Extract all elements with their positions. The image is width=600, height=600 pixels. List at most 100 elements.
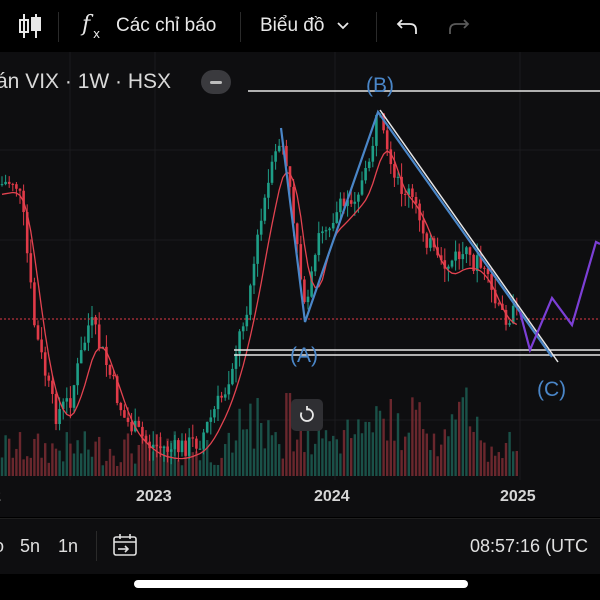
volume-bar: [274, 432, 277, 476]
volume-bar: [249, 403, 252, 476]
candle-body: [371, 145, 375, 162]
projection-path: [518, 240, 600, 354]
volume-bar: [15, 448, 18, 476]
candle-body: [411, 188, 414, 197]
candle-body: [497, 303, 501, 305]
candle-body: [126, 417, 130, 422]
volume-bar: [299, 410, 302, 476]
volume-bar: [497, 452, 500, 476]
volume-bar: [242, 429, 245, 476]
volume-bar: [152, 451, 155, 476]
candle-body: [94, 317, 97, 325]
volume-bar: [26, 456, 29, 476]
chart-area[interactable]: án VIX · 1W · HSX (B) (A) (C): [0, 52, 600, 517]
candle-body: [11, 183, 15, 185]
candle-body: [83, 342, 87, 351]
volume-bar: [94, 441, 97, 476]
bottom-bar: o 5n 1n 08:57:16 (UTC: [0, 518, 600, 574]
candle-body: [339, 198, 342, 213]
volume-bar: [440, 444, 443, 476]
volume-bar: [339, 453, 342, 476]
candle-body: [382, 113, 385, 131]
candle-body: [259, 220, 263, 235]
volume-bar: [494, 455, 497, 476]
wave-label-b: (B): [366, 74, 394, 97]
volume-bar: [404, 436, 407, 476]
volume-bar: [184, 452, 187, 476]
elliott-wave-line: [279, 109, 553, 358]
volume-bar: [260, 423, 263, 476]
candle-body: [256, 234, 259, 264]
wave-label-c: (C): [537, 378, 567, 401]
candle-body: [4, 181, 7, 185]
volume-bar: [69, 443, 72, 476]
redo-icon[interactable]: [448, 0, 470, 52]
volume-bar: [288, 393, 292, 476]
candle-body: [137, 420, 141, 427]
reset-chart-button[interactable]: [291, 399, 323, 431]
collapse-legend-button[interactable]: [201, 70, 231, 94]
candles-icon[interactable]: [18, 0, 42, 52]
candle-body: [245, 314, 249, 327]
compare-icon[interactable]: [112, 533, 140, 564]
candle-body: [15, 184, 18, 189]
volume-bar: [252, 448, 256, 476]
volume-bar: [375, 406, 378, 476]
volume-bar: [447, 436, 450, 476]
candle-body: [155, 444, 159, 447]
volume-bar: [353, 434, 356, 476]
candle-body: [270, 161, 274, 183]
candle-body: [33, 282, 36, 326]
candle-body: [184, 440, 187, 456]
volume-bar: [317, 407, 320, 476]
volume-bar: [119, 462, 122, 476]
timeframe-5n[interactable]: 5n: [20, 536, 41, 556]
volume-bar: [458, 401, 461, 476]
candle-body: [508, 323, 511, 325]
volume-bar: [54, 448, 58, 476]
candle-body: [274, 151, 277, 162]
volume-bar: [80, 453, 83, 476]
candle-body: [447, 266, 450, 269]
x-tick-2024: 2024: [314, 488, 350, 505]
candle-body: [277, 145, 281, 152]
volume-bar: [418, 402, 421, 476]
candle-body: [310, 271, 313, 297]
minus-icon: [210, 80, 222, 84]
candle-body: [313, 255, 317, 272]
timeframe-1n[interactable]: 1n: [58, 536, 79, 556]
volume-bar: [216, 464, 220, 476]
clock-readout[interactable]: 08:57:16 (UTC: [470, 536, 589, 556]
svg-text:f: f: [80, 12, 94, 37]
candle-body: [173, 440, 177, 450]
candle-body: [234, 353, 238, 369]
x-tick-partial: 2: [0, 488, 1, 506]
volume-bar: [29, 457, 32, 476]
bottombar-divider: [96, 531, 97, 561]
candle-body: [72, 385, 76, 408]
candle-body: [220, 395, 223, 398]
candlesticks: [0, 113, 519, 465]
undo-icon[interactable]: [396, 0, 418, 52]
volume-bar: [130, 453, 133, 476]
chevron-down-icon: [337, 22, 350, 30]
timeframe-partial[interactable]: o: [0, 536, 4, 557]
candle-body: [468, 247, 472, 255]
volume-bar: [206, 440, 209, 476]
candle-body: [198, 448, 202, 450]
toolbar-divider: [58, 12, 59, 42]
candle-body: [195, 438, 198, 449]
volume-bar: [238, 408, 241, 476]
candle-body: [385, 130, 389, 150]
volume-bar: [512, 451, 515, 476]
x-tick-2025: 2025: [500, 488, 536, 505]
top-toolbar: f x Các chỉ báo Biểu đồ: [0, 0, 600, 52]
svg-text:x: x: [93, 27, 100, 41]
volume-bar: [425, 433, 428, 476]
chart-type-button[interactable]: Biểu đồ: [260, 0, 350, 52]
candle-body: [443, 260, 447, 269]
price-chart[interactable]: [0, 52, 600, 517]
indicators-button[interactable]: f x Các chỉ báo: [80, 0, 216, 52]
candle-body: [159, 446, 162, 449]
volume-bar: [321, 438, 324, 476]
